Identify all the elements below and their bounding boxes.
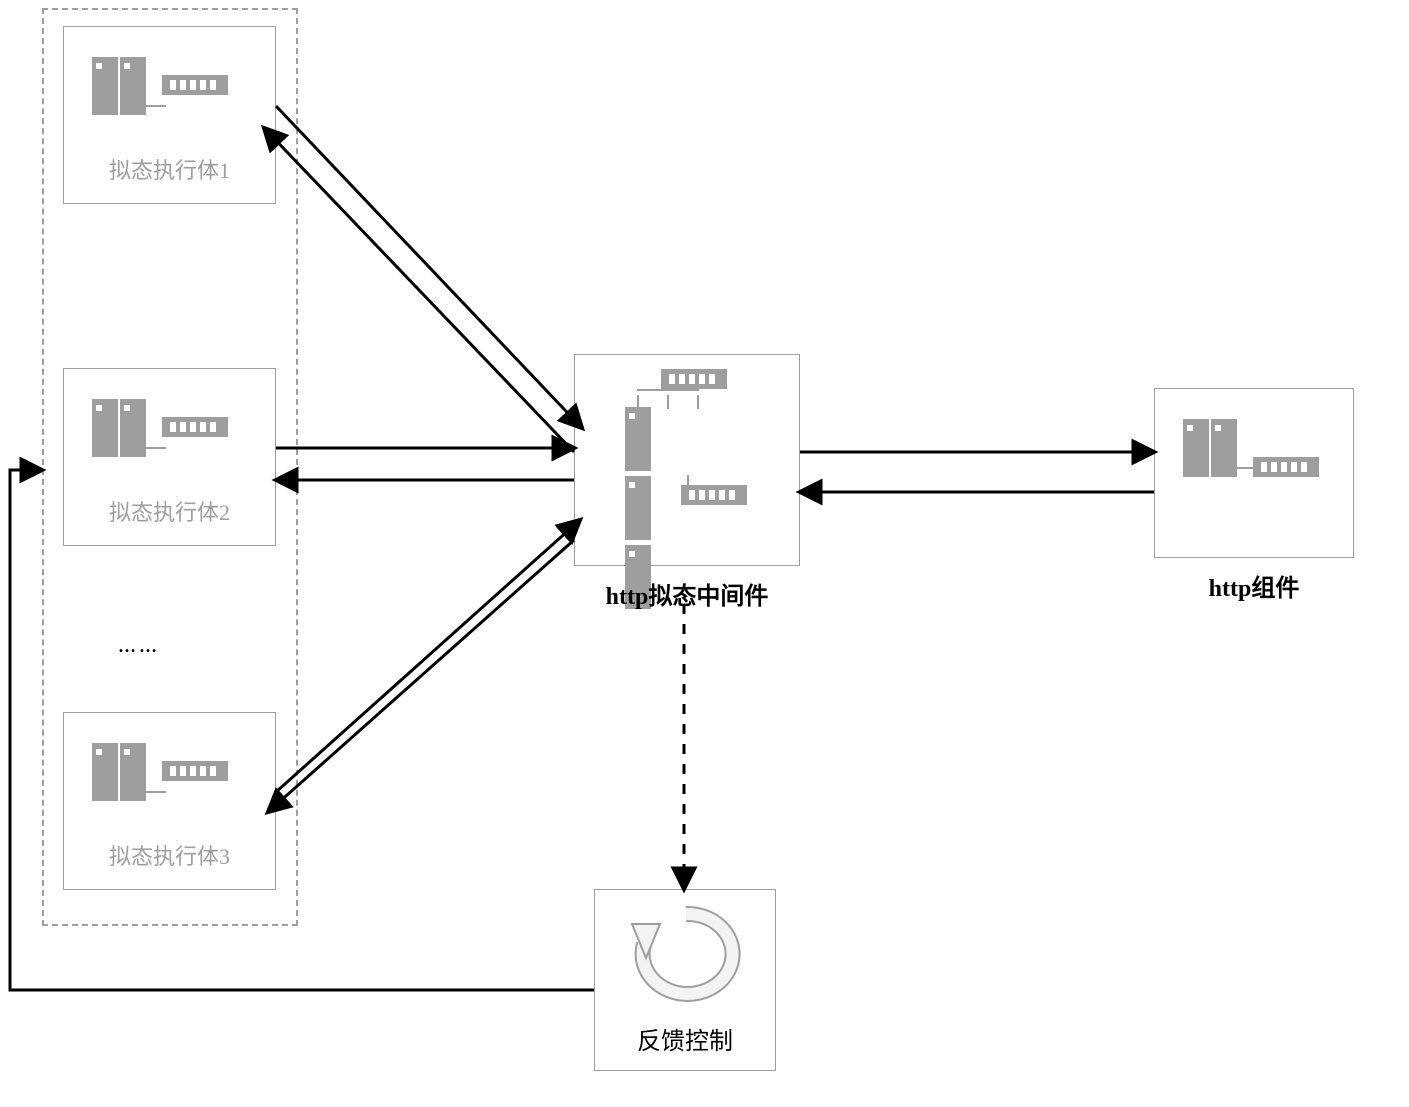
- node-exec2-label: 拟态执行体2: [64, 495, 275, 527]
- node-middleware: [574, 354, 800, 566]
- node-exec3-label: 拟态执行体3: [64, 839, 275, 871]
- node-component-label: http组件: [1154, 568, 1354, 603]
- node-feedback-label: 反馈控制: [595, 1021, 775, 1056]
- node-exec2: 拟态执行体2: [63, 368, 276, 546]
- server-icon: [92, 743, 148, 806]
- server-icon: [1183, 419, 1239, 482]
- ellipsis: ……: [118, 636, 160, 657]
- node-feedback: 反馈控制: [594, 889, 776, 1071]
- node-exec3: 拟态执行体3: [63, 712, 276, 890]
- cycle-icon: [626, 904, 746, 1014]
- diagram-canvas: 拟态执行体1 拟态执行体2 …… 拟态执行体3: [0, 0, 1409, 1107]
- node-exec1: 拟态执行体1: [63, 26, 276, 204]
- server-icon: [92, 399, 148, 462]
- node-component: [1154, 388, 1354, 558]
- server-icon: [92, 57, 148, 120]
- node-middleware-label: http拟态中间件: [574, 576, 800, 611]
- node-exec1-label: 拟态执行体1: [64, 153, 275, 185]
